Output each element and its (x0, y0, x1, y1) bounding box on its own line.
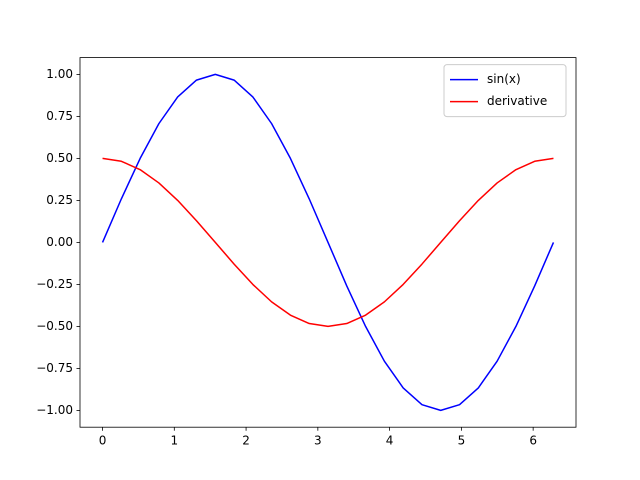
x-tick-label: 6 (529, 434, 537, 448)
y-tick-label: −0.75 (36, 361, 73, 375)
legend-label: derivative (487, 94, 547, 108)
line-series (101, 73, 555, 412)
y-tick-label: 1.00 (46, 67, 73, 81)
y-tick-label: 0.50 (46, 151, 73, 165)
legend-box (443, 64, 567, 118)
line-series (102, 157, 554, 328)
x-tick-label: 0 (99, 434, 107, 448)
y-tick-label: −0.25 (36, 277, 73, 291)
y-tick-label: 0.75 (46, 109, 73, 123)
legend-label: sin(x) (487, 72, 521, 86)
x-tick-label: 4 (386, 434, 394, 448)
x-tick-label: 5 (458, 434, 466, 448)
plot-frame (79, 57, 577, 428)
x-tick-label: 3 (314, 434, 322, 448)
y-tick-label: 0.00 (46, 235, 73, 249)
x-tick-label: 1 (170, 434, 178, 448)
y-tick-label: −1.00 (36, 403, 73, 417)
x-tick-label: 2 (242, 434, 250, 448)
y-tick-label: 0.25 (46, 193, 73, 207)
y-tick-label: −0.50 (36, 319, 73, 333)
